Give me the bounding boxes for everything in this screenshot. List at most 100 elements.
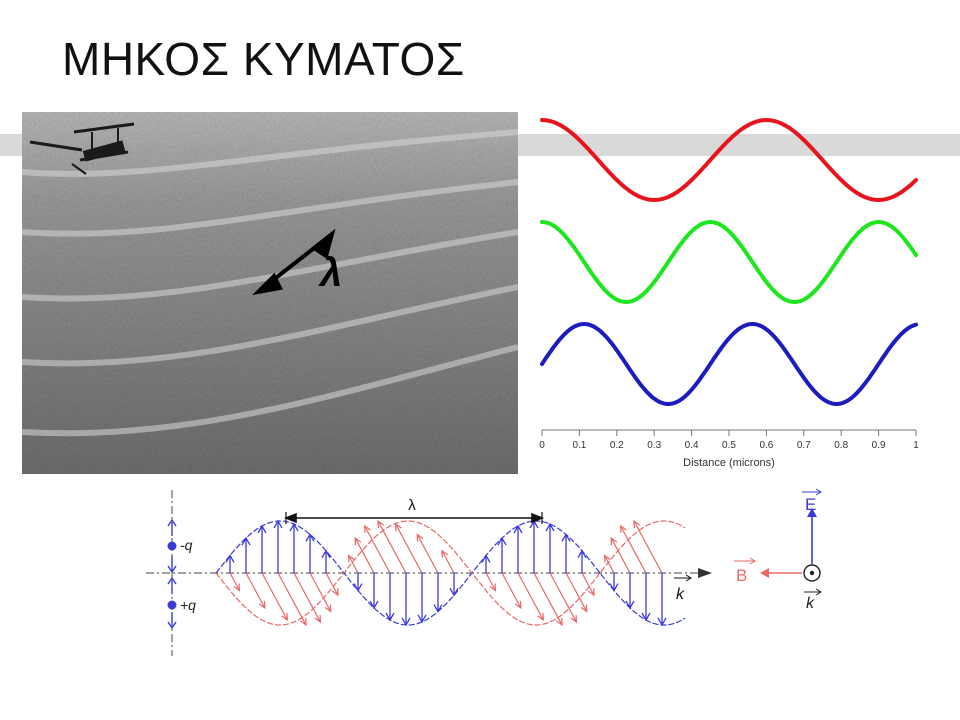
ocean-photo: λ bbox=[22, 112, 518, 474]
e-field-arrowhead bbox=[417, 614, 427, 624]
b-field-arrowhead bbox=[347, 554, 355, 563]
b-field-arrow bbox=[604, 555, 615, 574]
e-field-arrowhead bbox=[561, 533, 571, 542]
b-field-arrow bbox=[565, 572, 588, 612]
positive-charge-dot bbox=[167, 600, 177, 610]
field-vectors bbox=[215, 519, 686, 627]
x-tick-label: 0.2 bbox=[610, 440, 624, 451]
b-field-arrowhead bbox=[603, 554, 611, 563]
x-axis-label: Distance (microns) bbox=[683, 457, 775, 469]
b-field-arrowhead bbox=[610, 536, 618, 546]
wave-series-1 bbox=[540, 117, 918, 203]
e-field-arrowhead bbox=[401, 617, 411, 627]
sine-wave-chart: 0 0.1 0.2 0.3 0.4 0.5 0.6 0.7 0.8 0.9 1 Distance (… bbox=[539, 117, 919, 469]
e-field-arrowhead bbox=[369, 600, 379, 610]
x-tick-label: 0.6 bbox=[759, 440, 773, 451]
b-field-arrowhead bbox=[489, 583, 497, 592]
biplane-icon bbox=[29, 122, 135, 175]
header-band-right bbox=[918, 134, 960, 156]
x-tick-label: 0.8 bbox=[834, 440, 848, 451]
e-field-arrowhead bbox=[513, 524, 523, 534]
e-field-arrowhead bbox=[305, 533, 315, 542]
e-field-arrowhead bbox=[289, 522, 299, 532]
wave-crests bbox=[22, 129, 518, 437]
charge-arrows bbox=[167, 518, 177, 630]
b-field-arrowhead bbox=[514, 600, 522, 610]
e-field-arrowhead bbox=[321, 549, 331, 559]
e-field-arrowhead bbox=[481, 554, 491, 563]
b-field-arrow bbox=[610, 537, 631, 574]
em-k-label: k bbox=[676, 586, 685, 603]
b-field-arrowhead bbox=[314, 614, 322, 624]
b-field-arrowhead bbox=[354, 536, 362, 546]
b-field-arrowhead bbox=[620, 524, 627, 534]
e-field-arrowhead bbox=[225, 554, 235, 563]
photo-lambda-label: λ bbox=[318, 251, 342, 295]
propagation-arrowhead bbox=[698, 568, 712, 578]
legend-k-label: k bbox=[806, 595, 815, 612]
header-band-middle bbox=[518, 134, 918, 156]
x-tick-label: 0.1 bbox=[572, 440, 586, 451]
b-label: B bbox=[736, 566, 747, 585]
b-field-arrowhead bbox=[233, 583, 241, 592]
b-arrowhead bbox=[760, 568, 769, 578]
b-field-arrowhead bbox=[570, 614, 578, 624]
e-field-arrowhead bbox=[433, 604, 443, 613]
b-field-arrow bbox=[377, 520, 407, 574]
b-field-arrowhead bbox=[331, 588, 339, 597]
x-tick-label: 0.7 bbox=[797, 440, 811, 451]
b-field-arrow bbox=[517, 572, 544, 621]
b-field-envelope bbox=[215, 520, 686, 626]
b-field-arrowhead bbox=[394, 522, 402, 532]
b-field-arrow bbox=[395, 523, 423, 574]
b-field-arrow bbox=[293, 572, 321, 623]
b-field-arrowhead bbox=[441, 549, 449, 558]
x-tick-label: 0.3 bbox=[647, 440, 661, 451]
b-field-arrow bbox=[364, 525, 391, 574]
e-field-arrowhead bbox=[241, 536, 251, 546]
e-field-arrowhead bbox=[657, 617, 667, 627]
b-field-arrow bbox=[261, 572, 288, 621]
positive-charge-label: +q bbox=[180, 597, 196, 613]
b-field-arrowhead bbox=[555, 617, 563, 627]
b-field-arrowhead bbox=[364, 524, 371, 534]
b-field-arrow bbox=[620, 525, 647, 574]
b-field-arrowhead bbox=[633, 519, 641, 529]
b-field-arrowhead bbox=[281, 612, 288, 622]
wavelength-dimension bbox=[283, 512, 545, 524]
b-field-arrow bbox=[245, 572, 266, 609]
e-field-arrowhead bbox=[625, 600, 635, 610]
b-field-arrowhead bbox=[377, 519, 385, 529]
b-field-arrow bbox=[309, 572, 332, 612]
b-field-arrow bbox=[229, 572, 240, 591]
e-label: E bbox=[805, 495, 816, 514]
e-field-arrowhead bbox=[273, 519, 283, 529]
b-field-arrowhead bbox=[258, 600, 266, 610]
wave-series-3 bbox=[540, 322, 918, 406]
e-field-arrowhead bbox=[449, 587, 459, 597]
b-field-arrowhead bbox=[324, 604, 332, 613]
e-field-arrowhead bbox=[641, 612, 651, 622]
negative-charge-dot bbox=[167, 541, 177, 551]
b-field-arrowhead bbox=[587, 588, 595, 597]
b-field-arrowhead bbox=[537, 612, 544, 622]
b-field-arrowhead bbox=[580, 604, 588, 613]
em-lambda-label: λ bbox=[408, 497, 416, 514]
b-field-arrow bbox=[277, 572, 307, 626]
x-tick-group: 0 0.1 0.2 0.3 0.4 0.5 0.6 0.7 0.8 0.9 1 bbox=[539, 430, 919, 451]
negative-charge-label: -q bbox=[180, 537, 193, 553]
b-field-arrow bbox=[325, 572, 339, 596]
b-field-arrow bbox=[416, 534, 439, 574]
b-field-arrow bbox=[501, 572, 522, 609]
wave-series-2 bbox=[540, 219, 918, 305]
wavelength-arrow bbox=[252, 228, 336, 296]
b-field-arrow bbox=[549, 572, 577, 623]
b-field-arrow bbox=[581, 572, 595, 596]
wave-series-group bbox=[540, 117, 918, 406]
b-field-arrowhead bbox=[299, 617, 307, 627]
k-vector-icon: k bbox=[674, 574, 692, 603]
b-field-arrow bbox=[485, 572, 496, 591]
slide-title: ΜΗΚΟΣ ΚΥΜΑΤΟΣ bbox=[62, 33, 465, 85]
header-band-left bbox=[0, 134, 22, 156]
